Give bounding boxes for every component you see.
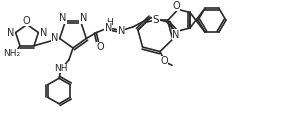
Text: N: N (40, 28, 47, 38)
Text: S: S (153, 15, 159, 25)
Text: N: N (80, 13, 87, 23)
Text: NH₂: NH₂ (3, 49, 21, 58)
Text: N: N (172, 30, 180, 40)
Text: O: O (22, 16, 30, 26)
Text: N: N (7, 28, 14, 38)
Text: N: N (51, 33, 58, 43)
Text: N: N (59, 13, 66, 23)
Text: N: N (118, 26, 125, 36)
Text: H: H (106, 18, 113, 27)
Text: N: N (105, 23, 112, 33)
Text: NH: NH (54, 64, 68, 73)
Text: O: O (160, 56, 168, 66)
Text: O: O (96, 42, 104, 52)
Text: O: O (172, 1, 180, 11)
